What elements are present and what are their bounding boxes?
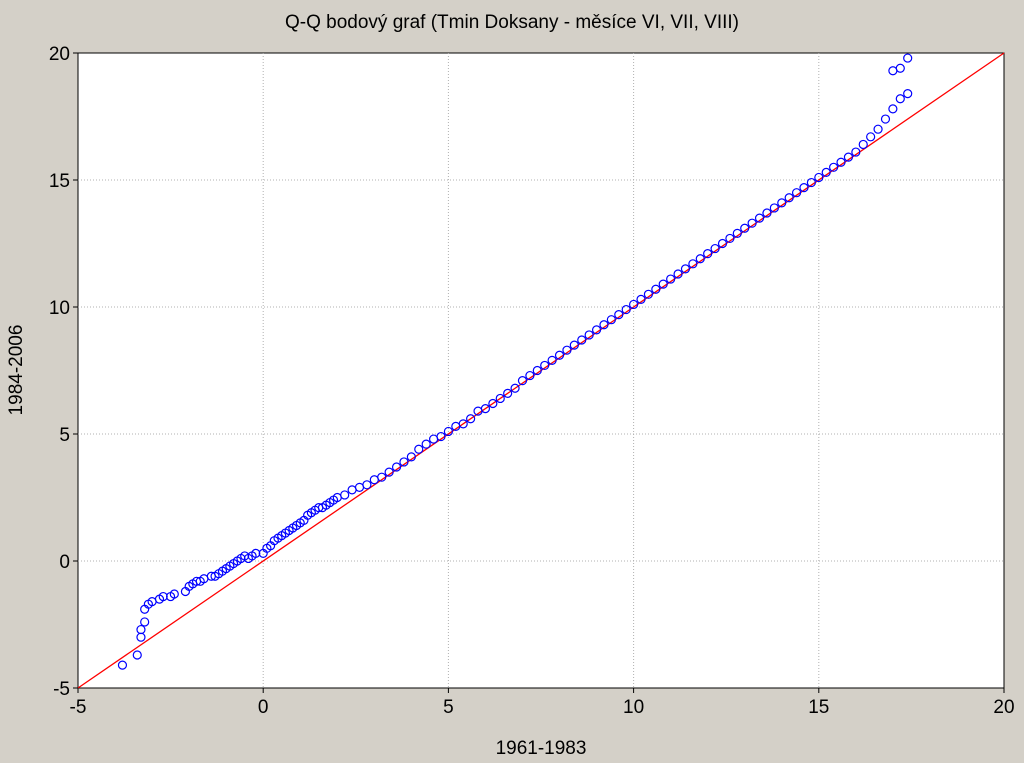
data-point <box>829 162 839 172</box>
data-point <box>577 335 587 345</box>
data-point <box>740 223 750 233</box>
data-point <box>591 325 602 335</box>
data-point <box>414 444 424 454</box>
data-point <box>532 365 542 376</box>
data-point <box>777 198 787 208</box>
data-point <box>436 431 446 442</box>
data-point <box>658 279 668 289</box>
data-point <box>695 254 705 264</box>
data-point <box>136 624 146 635</box>
data-point <box>636 294 646 304</box>
data-point <box>169 589 179 599</box>
y-tick-label: 20 <box>49 44 70 65</box>
data-point <box>680 264 691 274</box>
x-axis-label: 1961-1983 <box>496 738 587 759</box>
data-point <box>391 462 402 472</box>
data-point <box>599 320 609 330</box>
tick-labels: -5 0 5 10 15 20 -5 0 5 10 15 20 <box>49 44 1015 718</box>
data-point <box>858 139 868 150</box>
data-point <box>762 208 772 218</box>
data-point <box>747 218 757 228</box>
data-point <box>666 274 676 284</box>
y-tick-label: 5 <box>59 425 70 446</box>
data-point <box>458 419 468 429</box>
data-point <box>377 472 387 482</box>
data-point <box>843 152 854 162</box>
data-point <box>569 340 579 350</box>
data-point <box>814 172 824 183</box>
data-point <box>495 393 505 404</box>
x-tick-label: 0 <box>258 697 269 718</box>
data-point <box>628 299 639 310</box>
data-point <box>784 193 794 203</box>
data-point <box>688 259 698 269</box>
data-point <box>866 132 876 142</box>
data-point <box>421 439 431 449</box>
data-point <box>732 228 742 238</box>
data-points <box>117 53 913 670</box>
data-point <box>466 414 476 424</box>
data-point <box>406 452 416 462</box>
data-point <box>384 467 394 477</box>
data-point <box>673 269 683 279</box>
data-point <box>621 304 631 315</box>
data-point <box>754 213 765 223</box>
data-point <box>836 157 846 167</box>
y-tick-label: 10 <box>49 298 70 319</box>
data-point <box>525 370 535 381</box>
data-point <box>769 203 779 213</box>
data-point <box>888 104 898 114</box>
data-point <box>643 289 654 299</box>
data-point <box>399 457 409 467</box>
data-point <box>117 660 128 670</box>
data-point <box>903 53 913 63</box>
data-point <box>362 480 372 490</box>
data-point <box>710 243 720 254</box>
data-point <box>806 177 816 188</box>
data-point <box>562 345 572 355</box>
y-tick-label: 0 <box>59 552 70 573</box>
data-point <box>488 398 498 409</box>
x-tick-label: 20 <box>993 697 1014 718</box>
data-point <box>895 63 905 73</box>
data-point <box>554 350 565 360</box>
data-point <box>606 315 616 325</box>
data-point <box>873 124 883 134</box>
data-point <box>132 650 142 660</box>
grid <box>78 53 1004 688</box>
data-point <box>340 490 350 500</box>
data-point <box>851 147 861 157</box>
chart-title: Q-Q bodový graf (Tmin Doksany - měsíce V… <box>285 12 739 33</box>
data-point <box>717 238 728 249</box>
y-axis-label: 1984-2006 <box>6 325 27 416</box>
data-point <box>584 330 594 340</box>
data-point <box>510 383 520 393</box>
x-tick-label: -5 <box>70 697 87 718</box>
data-point <box>880 114 891 124</box>
y-tick-label: 15 <box>49 171 70 192</box>
data-point <box>799 183 809 193</box>
data-point <box>540 360 550 371</box>
data-point <box>821 167 831 177</box>
data-point <box>443 426 453 437</box>
data-point <box>703 249 713 259</box>
data-point <box>480 404 491 414</box>
data-point <box>895 94 905 104</box>
data-point <box>614 310 624 320</box>
data-point <box>140 617 150 627</box>
data-point <box>725 233 735 244</box>
data-point <box>517 376 528 386</box>
x-tick-label: 5 <box>443 697 454 718</box>
y-tick-label: -5 <box>53 679 70 700</box>
x-tick-label: 15 <box>808 697 829 718</box>
data-point <box>903 89 913 99</box>
data-point <box>651 284 661 294</box>
data-point <box>791 188 802 198</box>
x-tick-label: 10 <box>623 697 644 718</box>
data-point <box>547 355 557 365</box>
data-point <box>503 388 513 398</box>
